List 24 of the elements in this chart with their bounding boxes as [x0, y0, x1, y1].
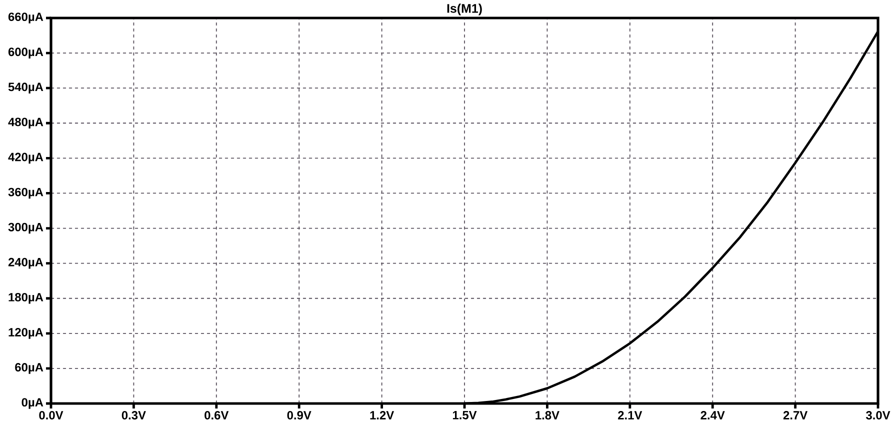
y-tick-label: 480µA	[8, 118, 44, 129]
y-tick-label: 540µA	[8, 82, 44, 94]
x-tick-label: 0.3V	[122, 411, 146, 420]
y-tick-label: 120µA	[8, 328, 44, 339]
chart-title: Is(M1)	[447, 4, 482, 16]
x-tick-label: 2.1V	[618, 411, 642, 420]
x-tick-label: 1.5V	[452, 411, 477, 420]
x-tick-label: 1.8V	[536, 411, 560, 420]
y-tick-label: 300µA	[8, 222, 44, 234]
x-tick-label: 0.6V	[204, 411, 229, 420]
x-tick-label: 3.0V	[866, 411, 890, 420]
y-tick-label: 660µA	[8, 12, 44, 24]
x-tick-label: 1.2V	[370, 411, 394, 420]
y-tick-label: 600µA	[8, 48, 44, 58]
x-tick-label: 2.7V	[783, 411, 808, 420]
y-tick-label: 240µA	[8, 258, 44, 269]
x-tick-label: 0.0V	[39, 411, 64, 420]
x-tick-label: 0.9V	[287, 411, 312, 420]
y-tick-label: 180µA	[8, 292, 44, 304]
y-tick-label: 60µA	[15, 363, 44, 374]
y-tick-label: 0µA	[22, 398, 44, 409]
y-tick-label: 420µA	[8, 152, 44, 164]
y-tick-label: 360µA	[8, 188, 44, 199]
x-tick-label: 2.4V	[700, 411, 725, 420]
